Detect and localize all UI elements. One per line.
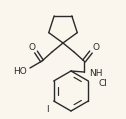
Text: Cl: Cl <box>99 79 107 89</box>
Text: O: O <box>92 44 100 52</box>
Text: HO: HO <box>13 67 27 75</box>
Text: NH: NH <box>89 69 103 79</box>
Text: O: O <box>28 44 36 52</box>
Text: I: I <box>46 104 48 114</box>
